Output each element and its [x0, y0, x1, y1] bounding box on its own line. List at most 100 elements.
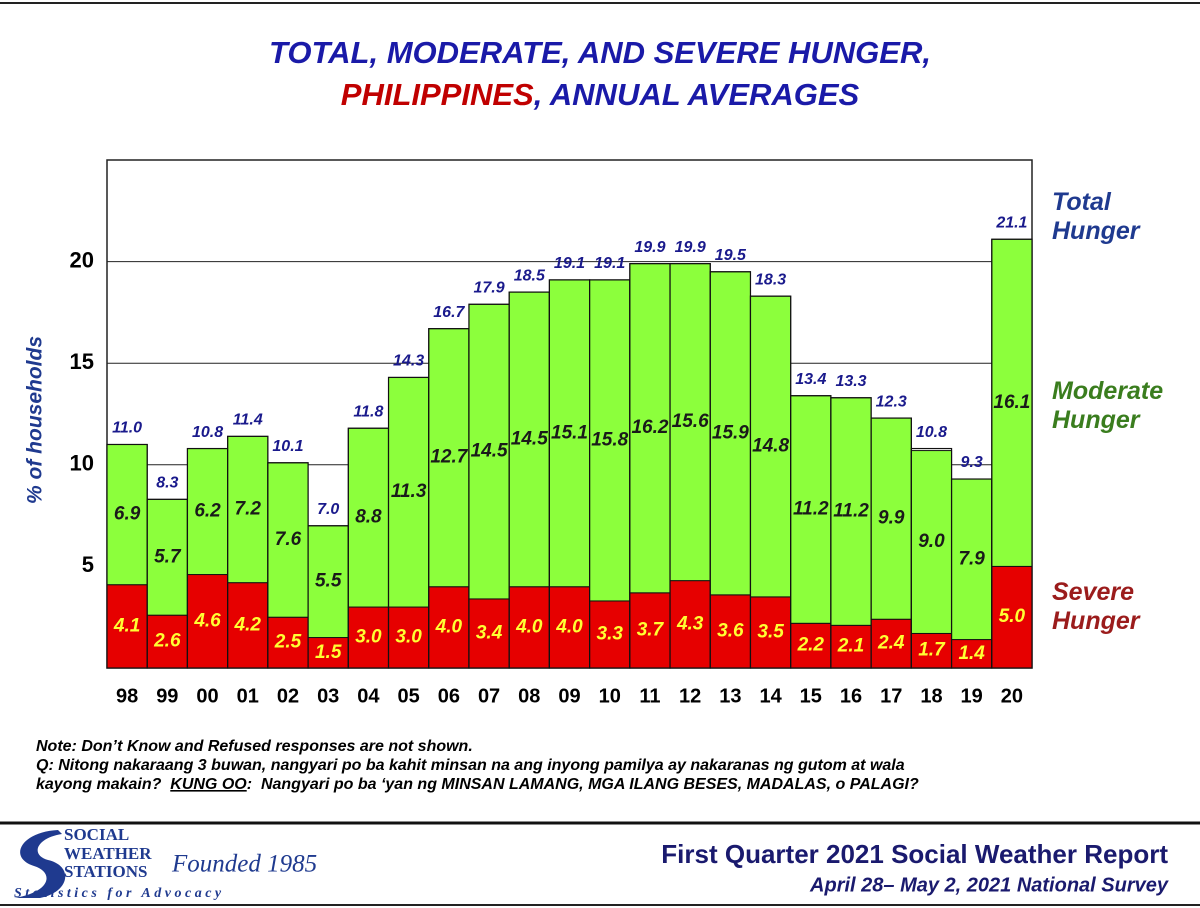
- x-tick-label: 19: [961, 685, 983, 707]
- value-label: 4.1: [113, 615, 140, 636]
- value-label: 3.0: [395, 627, 422, 648]
- total-label: 10.8: [916, 424, 947, 441]
- bar-segment: [870, 417, 912, 620]
- value-label: 7.6: [275, 529, 302, 550]
- value-label: 11.2: [793, 499, 829, 520]
- bar-segment: [146, 498, 188, 616]
- x-tick-label: 03: [317, 685, 339, 707]
- legend-entry: Total Hunger: [1052, 188, 1140, 245]
- title-part: TOTAL, MODERATE, AND SEVERE HUNGER,: [269, 35, 931, 70]
- bar-segment: [709, 271, 751, 596]
- value-label: 15.9: [712, 422, 749, 443]
- x-tick-label: 02: [277, 685, 299, 707]
- value-label: 1.4: [958, 643, 985, 664]
- total-label: 10.8: [192, 424, 223, 441]
- x-tick-label: 08: [518, 685, 540, 707]
- x-tick-label: 01: [237, 685, 259, 707]
- total-label: 19.9: [634, 239, 665, 256]
- value-label: 15.1: [551, 422, 588, 443]
- value-label: 9.0: [918, 531, 945, 552]
- y-tick-label: 15: [70, 349, 94, 374]
- note: Q: Nitong nakaraang 3 buwan, nangyari po…: [36, 757, 905, 774]
- value-label: 14.8: [752, 436, 789, 457]
- value-label: 3.6: [717, 620, 744, 641]
- bar-segment: [186, 448, 229, 576]
- y-tick-label: 20: [70, 247, 94, 272]
- title-line: TOTAL, MODERATE, AND SEVERE HUNGER,: [269, 35, 931, 70]
- y-tick-label: 10: [70, 451, 94, 476]
- value-label: 11.2: [833, 501, 869, 522]
- value-label: 2.2: [797, 635, 825, 656]
- x-tick-label: 06: [438, 685, 460, 707]
- bar-segment: [830, 624, 872, 669]
- value-label: 16.2: [631, 417, 668, 438]
- bar-segment: [307, 525, 349, 639]
- value-label: 4.0: [435, 616, 463, 637]
- value-label: 16.1: [993, 392, 1030, 413]
- total-label: 11.0: [112, 420, 142, 437]
- value-label: 7.2: [235, 499, 262, 520]
- x-tick-label: 20: [1001, 685, 1023, 707]
- value-label: 4.0: [555, 616, 583, 637]
- total-label: 19.9: [675, 239, 706, 256]
- value-label: 4.2: [234, 614, 262, 635]
- value-label: 15.8: [591, 429, 628, 450]
- total-label: 21.1: [995, 214, 1027, 231]
- title-part: PHILIPPINES: [341, 77, 534, 112]
- bar-outline: [991, 238, 1033, 669]
- value-label: 2.1: [837, 636, 864, 657]
- total-label: 11.8: [353, 403, 383, 420]
- value-label: 9.9: [878, 508, 905, 529]
- value-label: 4.0: [515, 616, 543, 637]
- total-label: 9.3: [961, 454, 983, 471]
- value-label: 5.7: [154, 546, 182, 567]
- logo-text: SOCIAL: [64, 825, 129, 844]
- value-label: 3.7: [637, 619, 665, 640]
- value-label: 6.9: [114, 504, 141, 525]
- x-tick-label: 99: [156, 685, 178, 707]
- y-axis-label: % of households: [24, 336, 47, 504]
- bar-segment: [991, 238, 1033, 567]
- total-label: 12.3: [876, 393, 907, 410]
- x-tick-label: 17: [880, 685, 902, 707]
- title-line: PHILIPPINES, ANNUAL AVERAGES: [341, 77, 860, 112]
- bar-segment: [267, 616, 309, 669]
- bar-segment: [267, 462, 309, 618]
- x-tick-label: 07: [478, 685, 500, 707]
- x-tick-label: 00: [196, 685, 218, 707]
- value-label: 4.3: [676, 613, 704, 634]
- logo-text: STATIONS: [64, 862, 147, 881]
- value-label: 1.5: [315, 642, 342, 663]
- value-label: 2.6: [153, 631, 181, 652]
- chart-title: TOTAL, MODERATE, AND SEVERE HUNGER, PHILI…: [269, 35, 931, 112]
- total-label: 13.3: [835, 373, 866, 390]
- note: Note: Don’t Know and Refused responses a…: [36, 738, 473, 755]
- total-label: 18.5: [514, 267, 546, 284]
- bar-segment: [227, 582, 269, 669]
- x-tick-label: 15: [800, 685, 822, 707]
- plot: 5 10 15 20 98 4.1 6.9 11.0 99 2.6 5.7 8.3 00 4.6 6.2 10…: [70, 159, 1033, 707]
- total-label: 19.1: [594, 255, 625, 272]
- value-label: 8.8: [355, 507, 382, 528]
- value-label: 3.5: [757, 621, 784, 642]
- value-label: 5.0: [999, 606, 1026, 627]
- value-label: 14.5: [511, 428, 548, 449]
- value-label: 1.7: [918, 640, 946, 661]
- survey-dates: April 28– May 2, 2021 National Survey: [809, 874, 1169, 896]
- total-label: 8.3: [156, 475, 178, 492]
- total-label: 17.9: [473, 279, 504, 296]
- value-label: 2.4: [877, 633, 905, 654]
- report-title: First Quarter 2021 Social Weather Report: [661, 839, 1168, 869]
- value-label: 6.2: [194, 501, 221, 522]
- value-label: 3.4: [476, 622, 503, 643]
- total-label: 19.5: [715, 247, 747, 264]
- value-label: 12.7: [430, 447, 468, 468]
- total-label: 16.7: [433, 304, 465, 321]
- note: kayong makain? KUNG OO: Nangyari po ba ‘…: [36, 776, 919, 793]
- value-label: 7.9: [958, 548, 985, 569]
- logo-text: WEATHER: [64, 844, 152, 863]
- bar-segment: [428, 328, 470, 588]
- x-tick-label: 18: [920, 685, 942, 707]
